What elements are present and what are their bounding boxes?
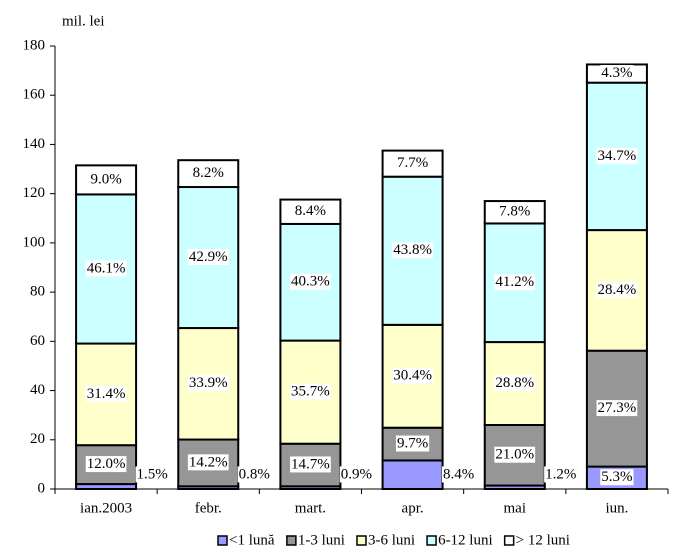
data-label: 33.9%	[189, 375, 228, 391]
data-label-box	[290, 383, 331, 400]
data-label-box	[339, 466, 374, 483]
legend-swatch	[217, 535, 228, 546]
x-tick-label: iun.	[605, 500, 628, 516]
data-label: 43.8%	[393, 242, 432, 258]
data-label-box	[135, 466, 169, 483]
data-label-box	[596, 281, 638, 298]
legend-label: <1 lună	[229, 532, 275, 548]
data-label-box	[441, 466, 476, 483]
legend-swatch	[286, 535, 297, 546]
data-label: 28.8%	[495, 375, 534, 391]
data-label: 8.4%	[443, 466, 474, 482]
bar-segment	[75, 164, 138, 196]
data-label-box	[395, 435, 430, 452]
data-label: 27.3%	[598, 400, 637, 416]
y-tick-label: 60	[30, 333, 45, 349]
x-tick-label: apr.	[402, 500, 424, 516]
x-tick-label: febr.	[195, 500, 222, 516]
data-label: 42.9%	[189, 249, 228, 265]
data-label: 41.2%	[495, 274, 534, 290]
data-label-box	[494, 446, 536, 463]
bar-segment	[177, 159, 240, 189]
legend-swatch	[503, 535, 515, 546]
data-label-box	[191, 165, 225, 182]
y-tick-label: 80	[30, 284, 45, 300]
y-tick-label: 180	[23, 37, 46, 53]
data-label: 9.0%	[90, 171, 121, 187]
x-tick-label: mart.	[295, 500, 326, 516]
y-tick-label: 20	[30, 431, 45, 447]
data-label-box	[600, 469, 634, 486]
data-label-box	[237, 466, 271, 483]
y-tick-label: 0	[38, 480, 46, 496]
legend-label: > 12 luni	[516, 532, 570, 548]
data-label: 12.0%	[87, 456, 126, 472]
data-label: 30.4%	[393, 368, 432, 384]
data-label-box	[600, 65, 634, 82]
data-label-box	[187, 248, 229, 265]
data-label-box	[596, 147, 638, 164]
data-label: 1.5%	[136, 466, 167, 482]
data-label: 0.9%	[341, 466, 372, 482]
data-label: 14.2%	[189, 454, 228, 470]
legend-swatch	[356, 535, 367, 546]
data-label: 40.3%	[291, 274, 330, 290]
y-tick-label: 120	[23, 185, 46, 201]
data-label: 8.4%	[295, 203, 326, 219]
data-label-box	[494, 374, 536, 391]
data-label-box	[89, 171, 123, 188]
data-label-box	[494, 274, 536, 291]
data-label: 21.0%	[495, 447, 534, 463]
data-label: 14.7%	[291, 456, 330, 472]
data-label: 28.4%	[598, 282, 637, 298]
legend-swatch	[426, 535, 437, 546]
data-label-box	[290, 456, 331, 473]
legend-label: 1-3 luni	[298, 532, 345, 548]
data-label: 5.3%	[601, 469, 632, 485]
x-tick-label: mai	[504, 500, 527, 516]
data-label-box	[187, 375, 229, 392]
data-label-box	[290, 273, 331, 290]
data-label: 34.7%	[598, 148, 637, 164]
x-tick-label: ian.2003	[80, 500, 132, 516]
y-tick-label: 160	[23, 87, 46, 103]
y-tick-label: 140	[23, 136, 46, 152]
data-label-box	[596, 400, 638, 417]
data-label: 7.8%	[499, 204, 530, 220]
data-label-box	[85, 260, 127, 277]
data-label: 8.2%	[193, 165, 224, 181]
legend-label: 3-6 luni	[368, 532, 415, 548]
legend-label: 6-12 luni	[438, 532, 493, 548]
data-label: 31.4%	[87, 386, 126, 402]
data-label-box	[85, 456, 127, 473]
data-label-box	[395, 155, 430, 172]
data-label: 7.7%	[397, 155, 428, 171]
data-label: 0.8%	[239, 466, 270, 482]
y-tick-label: 40	[30, 382, 45, 398]
bar-segment	[381, 459, 444, 490]
y-axis-label: mil. lei	[62, 13, 105, 29]
data-label-box	[544, 466, 578, 483]
data-label-box	[85, 385, 127, 402]
data-label-box	[392, 242, 433, 259]
data-label: 35.7%	[291, 384, 330, 400]
data-label-box	[392, 367, 433, 384]
data-label: 46.1%	[87, 260, 126, 276]
y-tick-label: 100	[23, 234, 46, 250]
data-label: 9.7%	[397, 436, 428, 452]
data-label-box	[293, 203, 328, 220]
data-label: 1.2%	[545, 466, 576, 482]
data-label-box	[498, 203, 532, 220]
data-label-box	[187, 454, 229, 471]
data-label: 4.3%	[601, 65, 632, 81]
